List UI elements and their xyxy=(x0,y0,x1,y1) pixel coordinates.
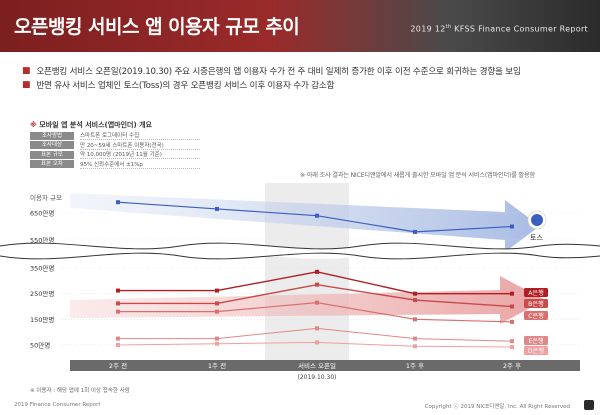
survey-value: 스마트폰 로그데이터 수집 xyxy=(80,131,200,141)
data-point xyxy=(315,340,319,345)
survey-value: 만 20~59세 스마트폰 이용자(전국) xyxy=(80,141,200,150)
bullet-text: 반면 유사 서비스 업체인 토스(Toss)의 경우 오픈뱅킹 서비스 이후 이… xyxy=(36,81,335,91)
series-label-badge xyxy=(524,336,548,345)
survey-title: ※ 모바일 앱 분석 서비스(앱마인더) 개요 xyxy=(30,120,152,130)
data-point xyxy=(510,291,514,296)
toss-logo-mark-icon xyxy=(531,214,543,226)
data-point xyxy=(116,343,120,347)
survey-row: 표본 오차 95% 신뢰수준에서 ±1%p xyxy=(30,160,200,170)
data-point xyxy=(413,344,417,349)
axis-break xyxy=(0,243,600,259)
y-tick-label: 350만명 xyxy=(30,264,54,273)
survey-table: 조사방법 스마트폰 로그데이터 수집 조사대상 만 20~59세 스마트폰 이용자(… xyxy=(30,131,200,169)
x-axis-bar xyxy=(70,360,580,371)
bullet-dot-icon: ■ xyxy=(22,80,31,90)
survey-key: 표본 오차 xyxy=(30,160,74,169)
series-label: B은행 xyxy=(528,300,544,308)
footer-copyright: Copyright ⓒ 2019 NICE디앤알, Inc. All Right… xyxy=(424,404,570,410)
data-point xyxy=(510,304,514,309)
subtitle-rest: KFSS Finance Consumer Report xyxy=(451,24,588,34)
data-point xyxy=(315,326,319,331)
bullet-text: 오픈뱅킹 서비스 오픈일(2019.10.30) 주요 시중은행의 앱 이용자 … xyxy=(36,67,521,77)
bullet-item: ■ 반면 유사 서비스 업체인 토스(Toss)의 경우 오픈뱅킹 서비스 이후 … xyxy=(22,78,521,92)
data-point xyxy=(510,319,514,324)
x-tick-label: 1주 후 xyxy=(406,362,424,370)
corner-logo-icon xyxy=(584,400,594,410)
survey-row: 표본 규모 약 10,000명 (2019년 11월 기준) xyxy=(30,150,200,160)
series-label-badge xyxy=(524,299,548,308)
x-tick-sublabel: (2019.10.30) xyxy=(297,374,336,381)
x-tick-label: 서비스 오픈일 xyxy=(298,361,336,370)
bullet-item: ■ 오픈뱅킹 서비스 오픈일(2019.10.30) 주요 시중은행의 앱 이용자… xyxy=(22,64,521,78)
report-subtitle: 2019 12th KFSS Finance Consumer Report xyxy=(410,24,588,34)
data-point xyxy=(315,282,319,287)
data-point xyxy=(413,336,417,341)
survey-row: 조사방법 스마트폰 로그데이터 수집 xyxy=(30,131,200,141)
data-point xyxy=(413,291,417,296)
survey-title-marker: ※ xyxy=(30,121,37,129)
header-banner: 오픈뱅킹 서비스 앱 이용자 규모 추이 2019 12th KFSS Fina… xyxy=(0,0,600,52)
data-point xyxy=(413,298,417,303)
data-point xyxy=(215,341,219,346)
survey-row: 조사대상 만 20~59세 스마트폰 이용자(전국) xyxy=(30,141,200,151)
survey-value: 95% 신뢰수준에서 ±1%p xyxy=(80,160,200,169)
x-tick-label: 1주 전 xyxy=(208,361,226,370)
y-tick-label: 550만명 xyxy=(30,236,54,245)
y-tick-label: 250만명 xyxy=(30,289,54,298)
axis-break-line-bottom xyxy=(0,252,600,260)
series-label: C은행 xyxy=(528,312,544,320)
data-point xyxy=(116,309,120,314)
data-point xyxy=(315,269,319,274)
survey-key: 조사방법 xyxy=(30,131,74,140)
bullet-dot-icon: ■ xyxy=(22,66,31,76)
y-axis-label: 이용자 규모 xyxy=(30,193,62,202)
footer-left: 2019 Finance Consumer Report xyxy=(14,402,101,408)
data-point xyxy=(116,336,120,341)
series-label-badge xyxy=(524,311,548,320)
y-tick-label: 150만명 xyxy=(30,315,54,324)
axis-break-line-top xyxy=(0,242,600,250)
series-label: D은행 xyxy=(528,347,544,355)
x-tick-label: 2주 전 xyxy=(109,361,127,370)
data-point xyxy=(116,288,120,293)
data-point xyxy=(116,200,120,205)
y-tick-label: 650만명 xyxy=(30,209,54,218)
data-point xyxy=(215,309,219,314)
data-point xyxy=(510,345,514,350)
trend-arrow-blue xyxy=(70,193,540,252)
data-point xyxy=(215,336,219,341)
y-tick-label: 50만명 xyxy=(30,341,50,350)
series-label: E은행 xyxy=(528,337,544,345)
survey-title-text: 모바일 앱 분석 서비스(앱마인더) 개요 xyxy=(36,121,152,129)
survey-value: 약 10,000명 (2019년 11월 기준) xyxy=(80,150,200,160)
data-point xyxy=(215,288,219,293)
data-point xyxy=(215,301,219,306)
chart-footnote: ※ 이용자 : 해당 앱에 1회 이상 접속한 사람 xyxy=(30,388,130,394)
data-point xyxy=(315,213,319,218)
survey-key: 조사대상 xyxy=(30,141,74,150)
data-point xyxy=(413,229,417,234)
series-label-badge xyxy=(524,288,548,297)
series-label: 토스 xyxy=(530,234,543,242)
data-point xyxy=(315,300,319,305)
chart-source-note: ※ 아래 조사 결과는 NICE디앤알에서 새롭게 출시한 모바일 앱 분석 서… xyxy=(300,172,535,179)
bullet-list: ■ 오픈뱅킹 서비스 오픈일(2019.10.30) 주요 시중은행의 앱 이용자… xyxy=(22,64,521,92)
series-label-badge xyxy=(524,346,548,355)
x-tick-label: 2주 후 xyxy=(503,362,521,370)
data-point xyxy=(215,206,219,211)
series-label: A은행 xyxy=(528,289,544,297)
data-point xyxy=(116,301,120,306)
subtitle-ordinal: th xyxy=(445,24,452,30)
page-title: 오픈뱅킹 서비스 앱 이용자 규모 추이 xyxy=(14,16,300,38)
subtitle-year: 2019 12 xyxy=(410,24,446,34)
data-point xyxy=(510,224,514,229)
survey-key: 표본 규모 xyxy=(30,150,74,159)
data-point xyxy=(510,339,514,344)
data-point xyxy=(413,317,417,322)
